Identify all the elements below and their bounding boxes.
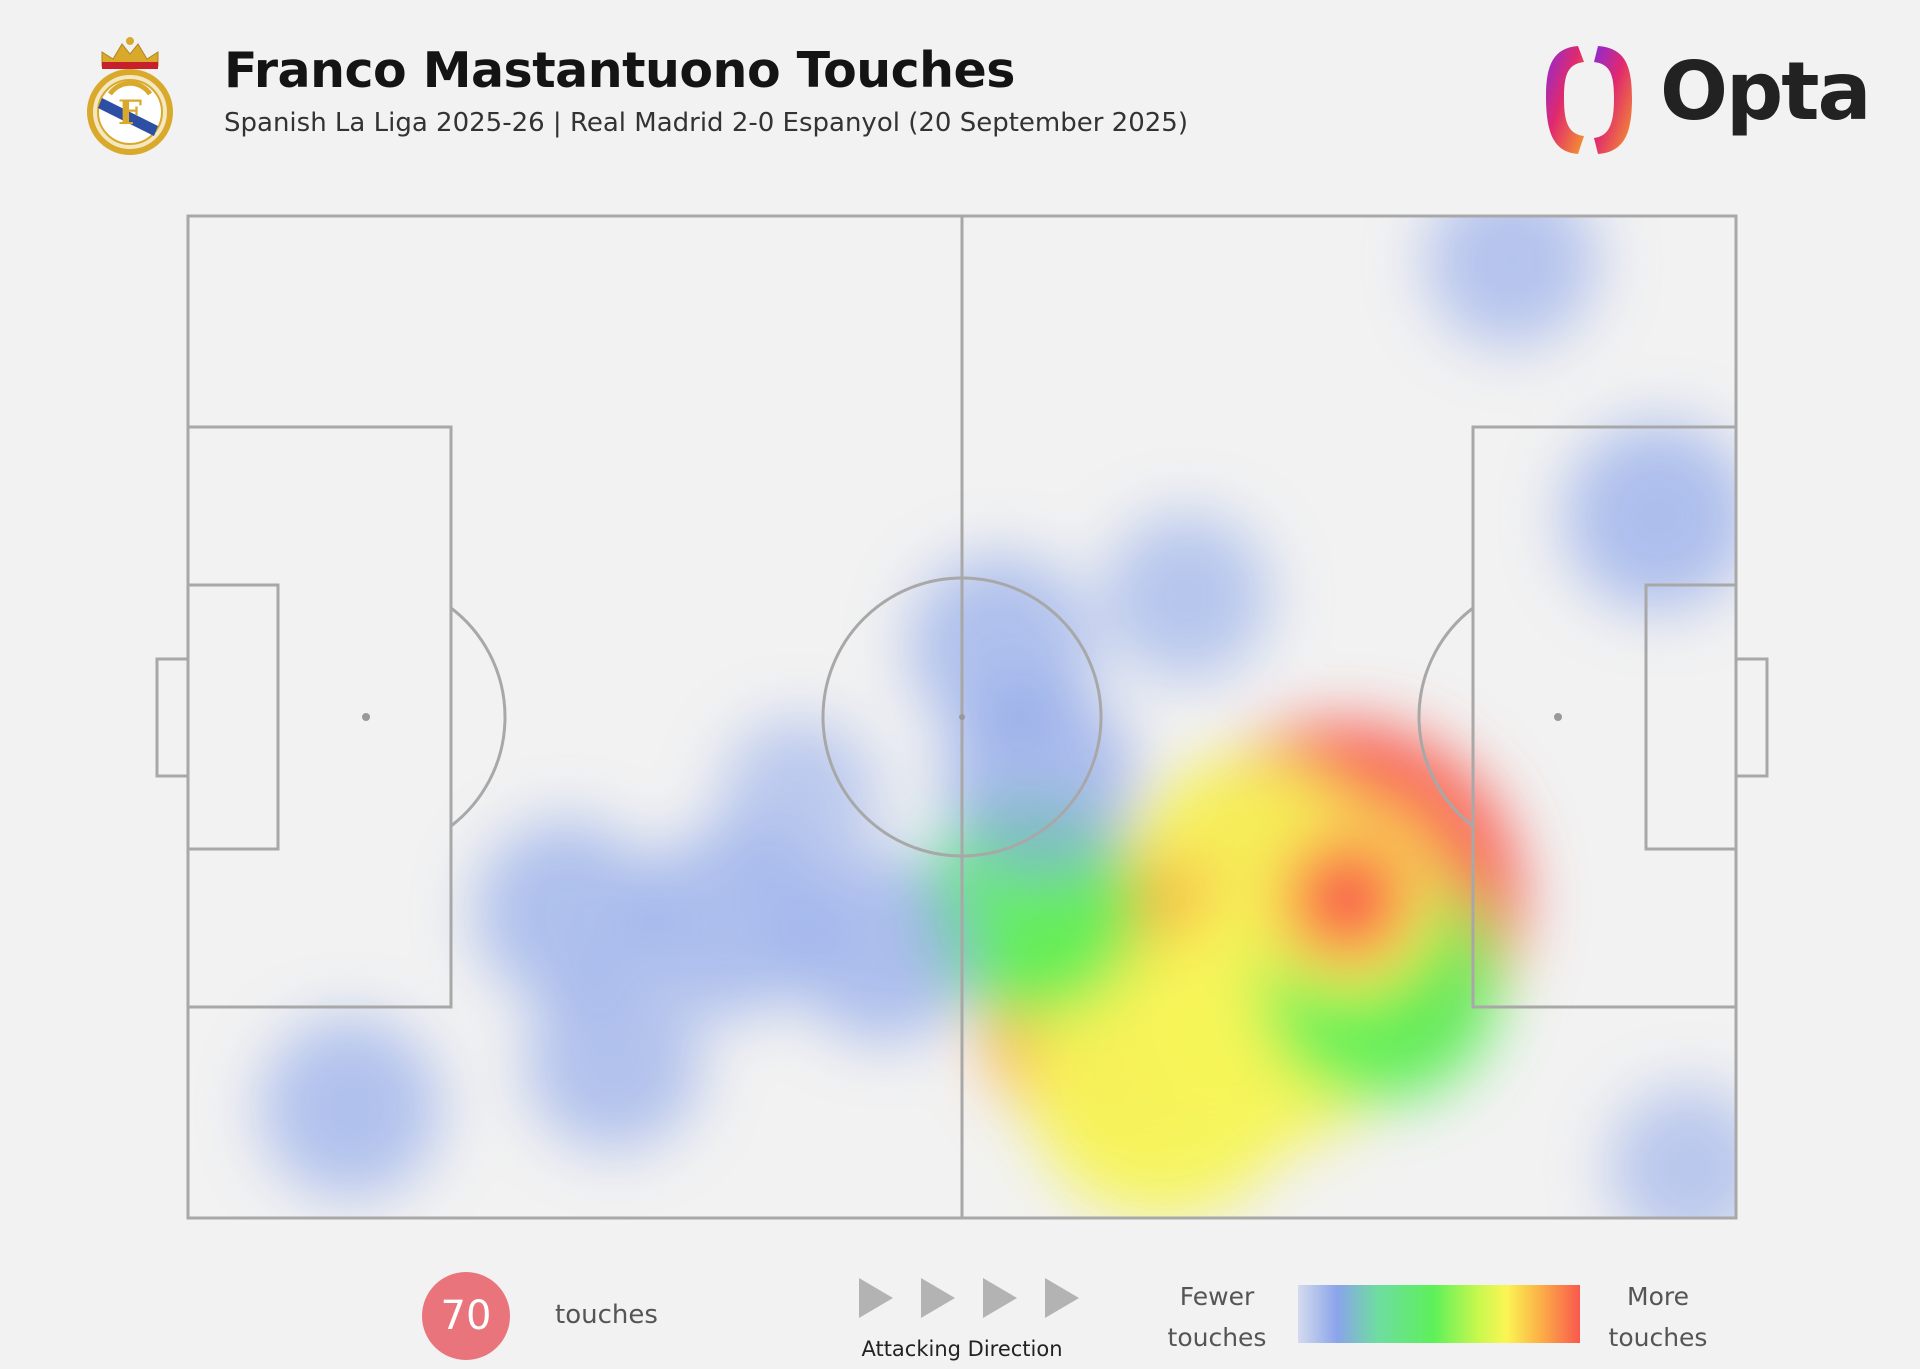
- left-goal: [155, 657, 190, 778]
- legend-high-label-line: touches: [1608, 1323, 1708, 1352]
- footer: 70 touches Attacking Direction Fewer tou…: [0, 1240, 1920, 1369]
- right-penalty-spot: [1554, 713, 1562, 721]
- left-penalty-arc: [450, 606, 507, 828]
- centre-circle: [821, 576, 1103, 858]
- left-penalty-spot: [362, 713, 370, 721]
- header: F Franco Mastantuono Touches Spanish La …: [0, 0, 1920, 170]
- heat-core: [1297, 848, 1398, 949]
- legend-high-label: More touches: [1588, 1276, 1728, 1358]
- legend-low-label: Fewer touches: [1147, 1276, 1287, 1358]
- touch-count-badge: 70: [422, 1272, 510, 1360]
- touch-count-label: touches: [555, 1300, 658, 1330]
- page-title: Franco Mastantuono Touches: [224, 42, 1015, 99]
- opta-brand-wordmark: Opta: [1660, 45, 1871, 138]
- heat-hotspot: [1608, 1086, 1736, 1218]
- heat-hotspot: [635, 828, 824, 1017]
- heat-hotspot: [260, 1017, 441, 1198]
- heat-hotspot: [475, 820, 660, 1005]
- heat-hotspot: [720, 718, 879, 876]
- heat-hotspot: [1564, 422, 1736, 611]
- heat-legend-bar: [1298, 1285, 1580, 1343]
- heat-hotspot: [790, 853, 979, 1042]
- legend-low-label-line: touches: [1167, 1323, 1267, 1352]
- play-arrow-icon: [1045, 1278, 1079, 1318]
- play-arrow-icon: [921, 1278, 955, 1318]
- heat-hotspot: [1103, 513, 1270, 680]
- attacking-direction-arrows: [859, 1278, 1079, 1318]
- touch-count-value: 70: [440, 1293, 492, 1339]
- centre-spot: [959, 714, 965, 720]
- real-madrid-crest-icon: F: [87, 37, 173, 155]
- right-goal: [1734, 657, 1769, 778]
- attacking-direction-label: Attacking Direction: [861, 1337, 1063, 1361]
- opta-logo-icon: [1546, 46, 1632, 154]
- legend-high-label-line: More: [1627, 1282, 1689, 1311]
- heat-hotspot: [908, 554, 1093, 739]
- heat-layer: [260, 216, 1736, 1218]
- svg-text:F: F: [118, 93, 142, 133]
- heat-hotspot: [1426, 216, 1597, 347]
- right-penalty-arc: [1417, 606, 1474, 828]
- play-arrow-icon: [983, 1278, 1017, 1318]
- play-arrow-icon: [859, 1278, 893, 1318]
- page-subtitle: Spanish La Liga 2025-26 | Real Madrid 2-…: [224, 108, 1188, 138]
- legend-low-label-line: Fewer: [1179, 1282, 1255, 1311]
- heat-hotspot: [526, 975, 702, 1151]
